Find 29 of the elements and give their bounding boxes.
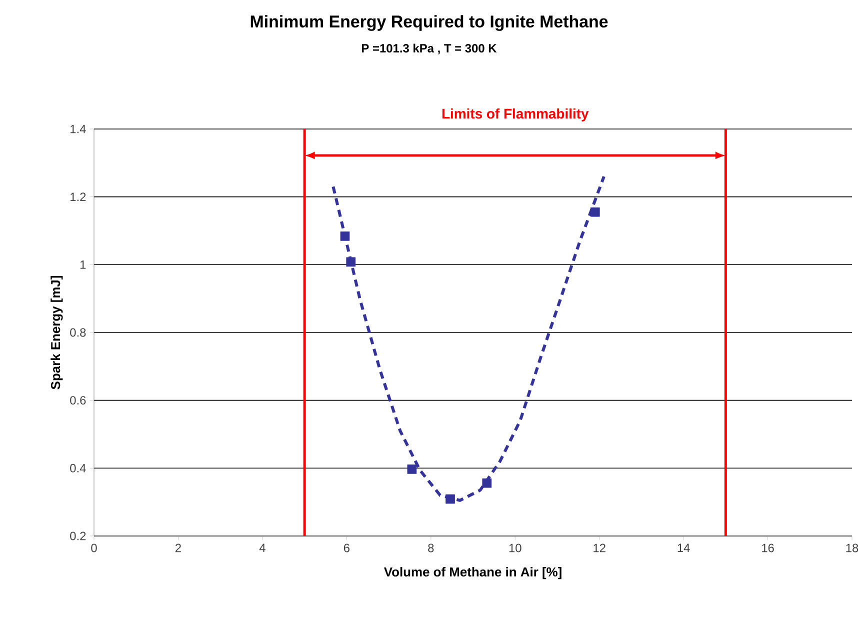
y-tick-label: 0.6 [70, 396, 86, 405]
y-axis-title: Spark Energy [mJ] [50, 276, 63, 390]
point [346, 257, 356, 267]
x-tick-label: 8 [428, 544, 434, 552]
x-tick-label: 6 [344, 544, 350, 552]
x-tick-label: 18 [846, 544, 858, 552]
y-tick-label: 1 [80, 260, 86, 269]
x-tick-label: 10 [509, 544, 522, 552]
point [482, 478, 492, 488]
x-tick-label: 2 [176, 544, 181, 552]
line-series [332, 174, 606, 502]
text: Limits of Flammability [442, 108, 589, 122]
point [407, 464, 417, 474]
x-tick-label: 16 [762, 544, 774, 552]
y-tick-label: 0.8 [70, 328, 86, 337]
y-tick-label: 0.2 [70, 532, 86, 540]
x-axis-title: Volume of Methane in Air [%] [384, 567, 562, 580]
y-tick-label: 0.4 [70, 464, 86, 472]
point [340, 231, 350, 241]
x-tick-label: 14 [678, 544, 690, 552]
y-tick-label: 1.2 [70, 192, 86, 201]
x-tick-label: 4 [259, 544, 266, 552]
y-tick-label: 1.4 [70, 124, 86, 134]
x-tick-label: 12 [594, 544, 606, 552]
point [590, 207, 600, 217]
chart-subtitle: P =101.3 kPa , T = 300 K [362, 44, 497, 54]
point [446, 494, 455, 504]
chart-title: Minimum Energy Required to Ignite Methane [250, 15, 608, 31]
x-tick-label: 0 [91, 544, 97, 552]
